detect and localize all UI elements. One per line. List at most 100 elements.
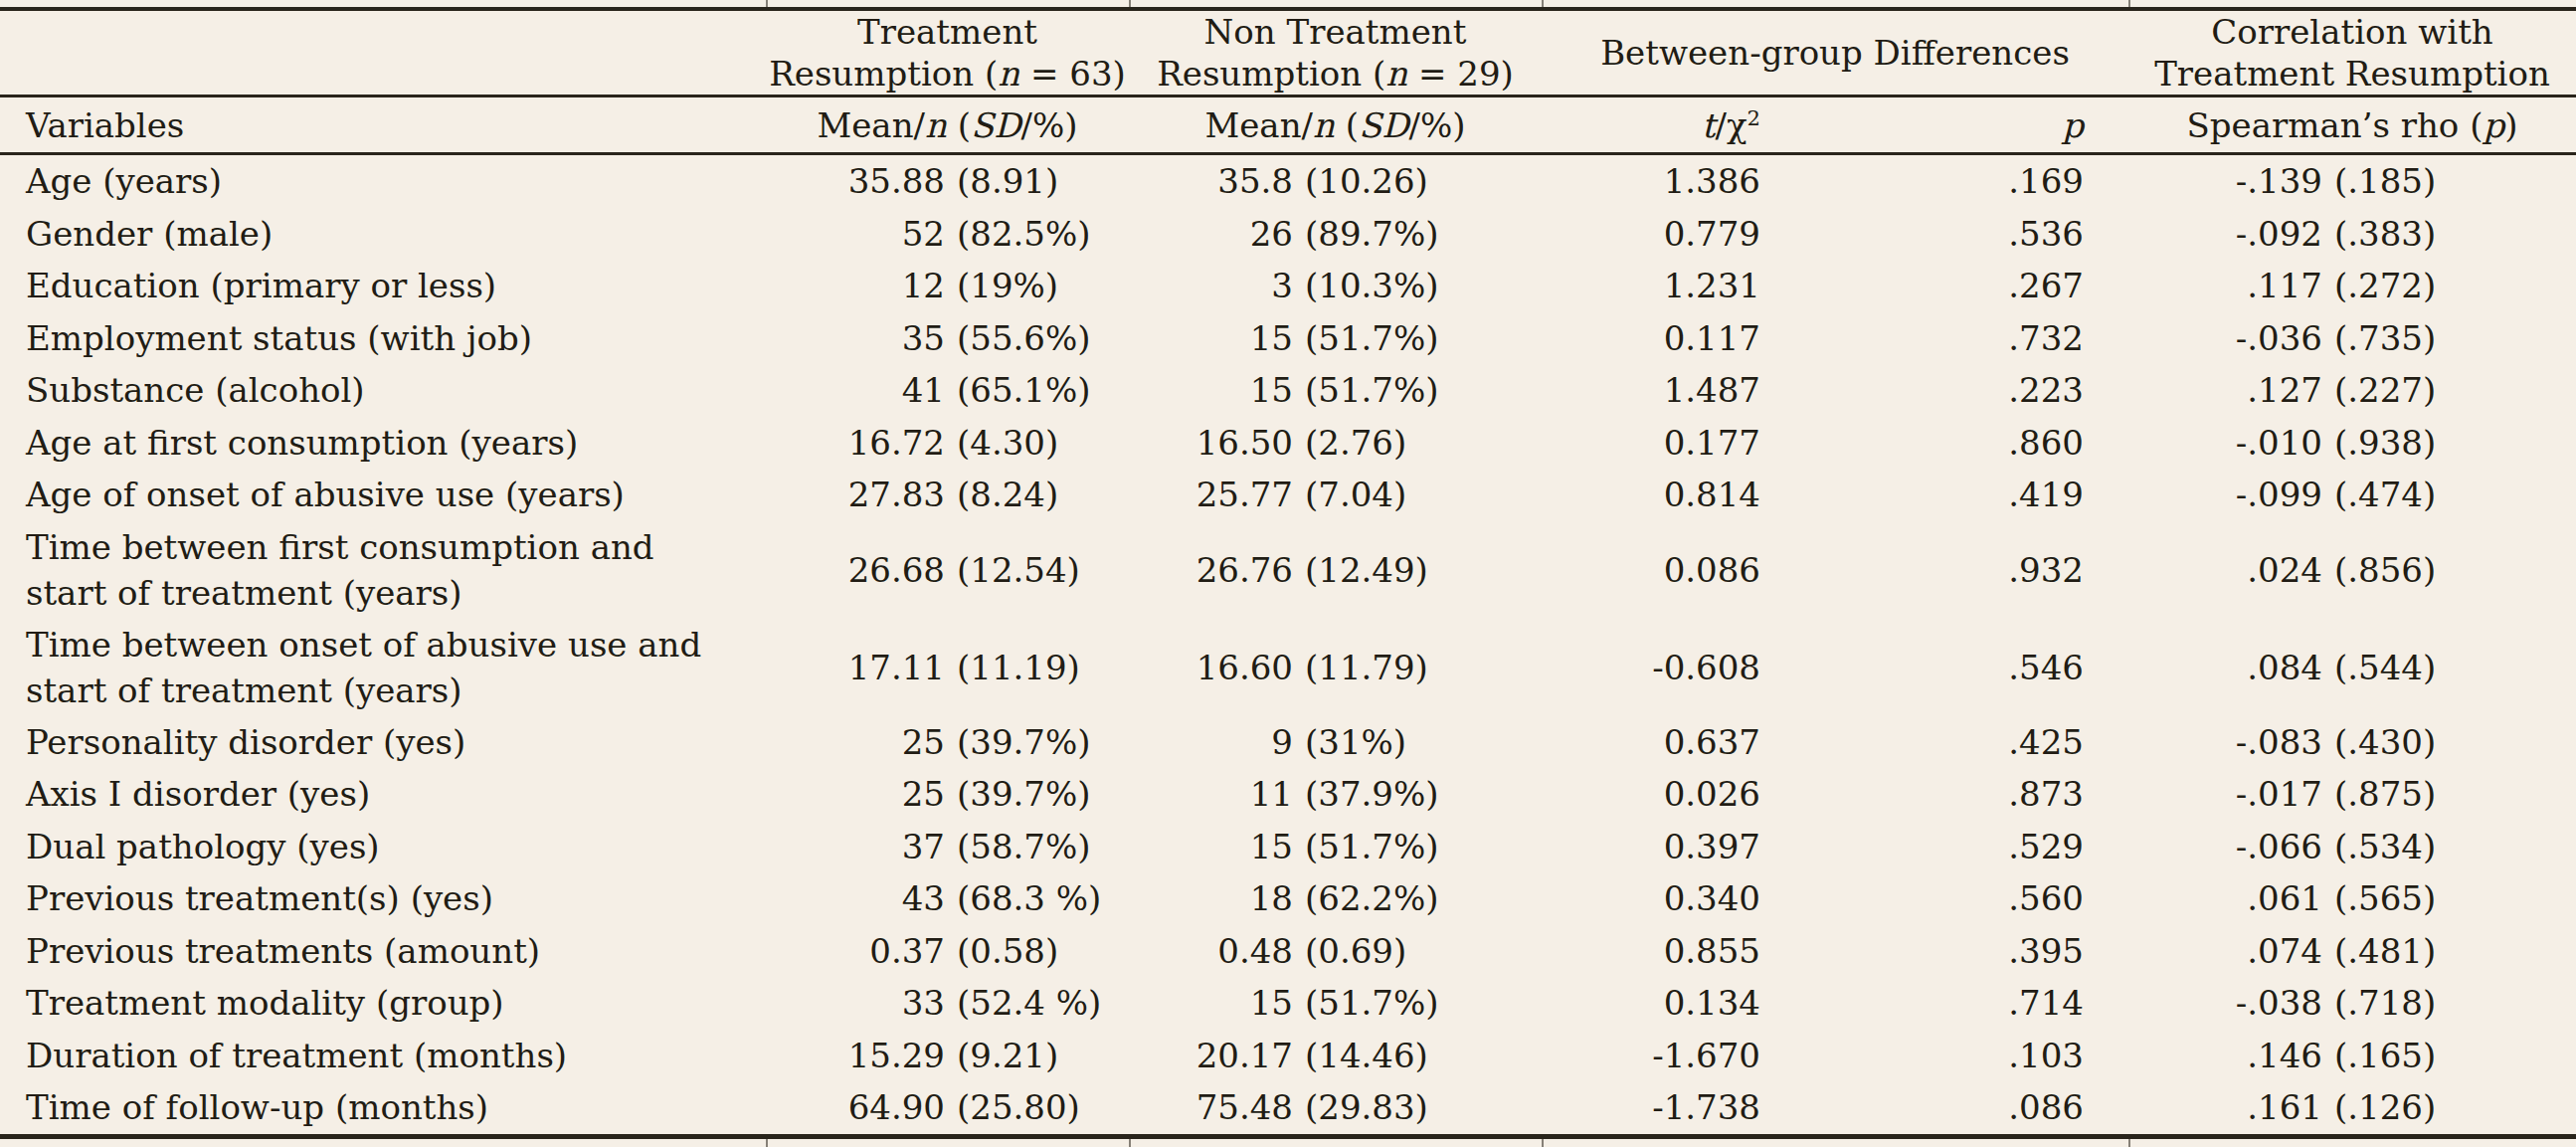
cell-spearman-rho: .024(.856)	[2128, 550, 2576, 590]
mean-value: 11	[1129, 774, 1293, 814]
rho-p-value: (.383)	[2334, 214, 2436, 254]
mean-value: 15	[1129, 370, 1293, 410]
table-row: Treatment modality (group) 33(52.4 %) 15…	[0, 977, 2576, 1030]
variable-label: Age (years)	[0, 155, 766, 207]
cell-t-statistic: 0.340	[1542, 878, 1780, 918]
mean-value: 64.90	[766, 1087, 945, 1127]
table-row: Dual pathology (yes) 37 (58.7%) 15(51.7%)…	[0, 821, 2576, 873]
variable-label: Education (primary or less)	[0, 260, 766, 311]
column-header-mean-non-treatment: Mean/n (SD/%)	[1129, 105, 1542, 145]
cell-mean-treatment: 35(55.6%)	[766, 318, 1129, 358]
cell-mean-non-treatment: 35.8(10.26)	[1129, 161, 1542, 201]
variable-label-text: Education (primary or less)	[26, 266, 496, 305]
t-value: -1.670	[1652, 1036, 1760, 1075]
rho-value: .117	[2128, 266, 2322, 305]
column-header-mean-treatment: Mean/n (SD/%)	[766, 105, 1129, 145]
mean-value: 35.8	[1129, 161, 1293, 201]
column-header-variables: Variables	[0, 105, 766, 145]
p-value: .267	[2008, 266, 2084, 305]
variable-label: Duration of treatment (months)	[0, 1030, 766, 1081]
cell-mean-treatment: 16.72(4.30)	[766, 423, 1129, 463]
sd-percent-value: (52.4 %)	[957, 983, 1101, 1023]
cell-p-value: .714	[1780, 983, 2128, 1023]
cell-mean-treatment: 35.88(8.91)	[766, 161, 1129, 201]
rho-value: .084	[2128, 648, 2322, 687]
p-value: .546	[2008, 648, 2084, 687]
column-border-tick	[2128, 0, 2130, 7]
cell-mean-treatment: 52(82.5%)	[766, 214, 1129, 254]
column-border-tick	[1542, 0, 1544, 7]
variable-label-text: Personality disorder (yes)	[26, 722, 465, 762]
cell-mean-treatment: 43 (68.3 %)	[766, 878, 1129, 918]
mean-value: 18	[1129, 878, 1293, 918]
group-header-line: Treatment Resumption	[2128, 53, 2576, 95]
sd-percent-value: (58.7%)	[957, 827, 1091, 866]
t-value: 0.086	[1664, 550, 1760, 590]
variable-label: Personality disorder (yes)	[0, 716, 766, 768]
table-row: Gender (male) 52(82.5%) 26(89.7%) 0.779 …	[0, 208, 2576, 261]
mean-value: 33	[766, 983, 945, 1023]
table-row: Duration of treatment (months) 15.29(9.2…	[0, 1030, 2576, 1082]
variable-label-text: Age (years)	[26, 161, 222, 201]
cell-p-value: .873	[1780, 774, 2128, 814]
variable-label: Previous treatments (amount)	[0, 925, 766, 977]
group-header-line: Correlation with	[2128, 11, 2576, 53]
sd-percent-value: (8.91)	[957, 161, 1058, 201]
cell-t-statistic: 1.487	[1542, 370, 1780, 410]
rho-value: .146	[2128, 1036, 2322, 1075]
rho-p-value: (.474)	[2334, 475, 2436, 514]
t-value: -1.738	[1652, 1087, 1760, 1127]
mean-value: 15	[1129, 827, 1293, 866]
variable-label: Age at first consumption (years)	[0, 417, 766, 469]
cell-mean-non-treatment: 3(10.3%)	[1129, 266, 1542, 305]
mean-value: 37	[766, 827, 945, 866]
rho-value: -.139	[2128, 161, 2322, 201]
rho-p-value: (.227)	[2334, 370, 2436, 410]
cell-mean-treatment: 12(19%)	[766, 266, 1129, 305]
group-header-line: Resumption (n = 29)	[1129, 53, 1542, 95]
sd-percent-value: (29.83)	[1305, 1087, 1428, 1127]
cell-p-value: .425	[1780, 722, 2128, 762]
cell-t-statistic: 0.637	[1542, 722, 1780, 762]
column-border-tick	[1129, 1139, 1131, 1147]
table-row: Time between onset of abusive use and st…	[0, 619, 2576, 716]
cell-mean-non-treatment: 0.48(0.69)	[1129, 931, 1542, 971]
cell-p-value: .732	[1780, 318, 2128, 358]
cell-p-value: .267	[1780, 266, 2128, 305]
group-header-between-group-differences: Between-group Differences	[1542, 32, 2128, 74]
p-value: .103	[2008, 1036, 2084, 1075]
sd-percent-value: (62.2%)	[1305, 878, 1439, 918]
t-value: 0.779	[1664, 214, 1760, 254]
rho-p-value: (.430)	[2334, 722, 2436, 762]
mean-value: 0.37	[766, 931, 945, 971]
p-value: .419	[2008, 475, 2084, 514]
variable-label: Dual pathology (yes)	[0, 821, 766, 872]
variable-label: Axis I disorder (yes)	[0, 768, 766, 820]
variable-label-text: Previous treatment(s) (yes)	[26, 878, 493, 918]
p-value: .529	[2008, 827, 2084, 866]
table-row: Age at first consumption (years) 16.72(4…	[0, 417, 2576, 470]
t-value: 1.386	[1664, 161, 1760, 201]
table-row: Substance (alcohol) 41(65.1%) 15(51.7%) …	[0, 364, 2576, 417]
cell-mean-non-treatment: 26.76(12.49)	[1129, 550, 1542, 590]
table-row: Time between first consumption and start…	[0, 521, 2576, 619]
p-value: .169	[2008, 161, 2084, 201]
p-value: .425	[2008, 722, 2084, 762]
cell-mean-non-treatment: 15(51.7%)	[1129, 827, 1542, 866]
sd-percent-value: (4.30)	[957, 423, 1058, 463]
group-header-line: Between-group Differences	[1542, 32, 2128, 74]
variable-label: Employment status (with job)	[0, 312, 766, 364]
variable-label: Time between onset of abusive use and st…	[0, 619, 766, 716]
sd-percent-value: (51.7%)	[1305, 370, 1439, 410]
rho-value: .061	[2128, 878, 2322, 918]
variable-label: Substance (alcohol)	[0, 364, 766, 416]
cell-p-value: .419	[1780, 475, 2128, 514]
sd-percent-value: (68.3 %)	[957, 878, 1101, 918]
cell-p-value: .860	[1780, 423, 2128, 463]
mean-value: 43	[766, 878, 945, 918]
cell-mean-non-treatment: 15 (51.7%)	[1129, 370, 1542, 410]
mean-value: 15	[1129, 318, 1293, 358]
cell-mean-non-treatment: 26(89.7%)	[1129, 214, 1542, 254]
table-body: Age (years) 35.88(8.91) 35.8(10.26) 1.38…	[0, 155, 2576, 1134]
variable-label-text: Duration of treatment (months)	[26, 1036, 567, 1075]
